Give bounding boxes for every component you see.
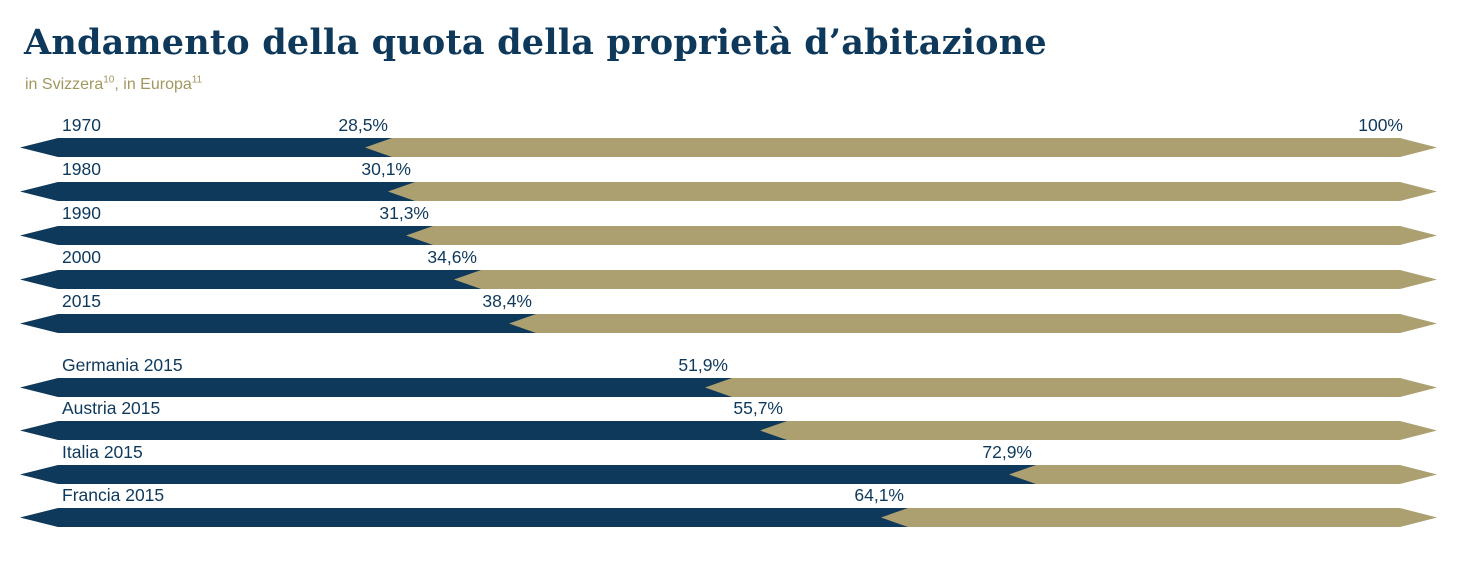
remainder-bar xyxy=(406,226,1437,245)
bar-value-label: 51,9% xyxy=(678,355,728,375)
bar-row-label: 1990 xyxy=(62,203,101,223)
bar-value-label: 28,5% xyxy=(338,115,388,135)
subtitle-text-2: , in Europa xyxy=(114,76,192,93)
bar-value-label: 55,7% xyxy=(733,398,783,418)
value-bar xyxy=(20,182,415,201)
value-bar xyxy=(20,270,481,289)
bar-value-label: 34,6% xyxy=(427,247,477,267)
bar-row: Austria 2015 55,7% xyxy=(20,398,1437,440)
value-bar xyxy=(20,314,536,333)
bar-row: 1980 30,1% xyxy=(20,159,1437,201)
bar-row-label: 1970 xyxy=(62,115,101,135)
value-bar xyxy=(20,508,908,527)
footnote-ref-11: 11 xyxy=(191,74,203,86)
value-bar xyxy=(20,378,732,397)
remainder-bar xyxy=(881,508,1437,527)
bar-row: 2000 34,6% xyxy=(20,247,1437,289)
remainder-bar xyxy=(705,378,1437,397)
remainder-bar xyxy=(509,314,1437,333)
remainder-bar xyxy=(388,182,1437,201)
footnote-ref-10: 10 xyxy=(103,74,115,86)
chart-title: Andamento della quota della proprietà d’… xyxy=(24,22,1047,63)
bar-row: Italia 2015 72,9% xyxy=(20,442,1437,484)
value-bar xyxy=(20,421,787,440)
bar-row: Germania 2015 51,9% xyxy=(20,355,1437,397)
bar-row-label: Germania 2015 xyxy=(62,355,183,375)
bar-row: Francia 2015 64,1% xyxy=(20,485,1437,527)
value-bar xyxy=(20,226,433,245)
remainder-bar xyxy=(760,421,1437,440)
value-bar xyxy=(20,465,1036,484)
remainder-bar xyxy=(454,270,1437,289)
bar-value-label: 38,4% xyxy=(482,291,532,311)
value-bar xyxy=(20,138,392,157)
bar-row-label: 1980 xyxy=(62,159,101,179)
bar-row: 1970 28,5% 100% xyxy=(20,115,1437,157)
bar-row-label: Italia 2015 xyxy=(62,442,143,462)
bar-row-label: Austria 2015 xyxy=(62,398,161,418)
bar-row: 2015 38,4% xyxy=(20,291,1437,333)
axis-max-label: 100% xyxy=(1358,115,1403,135)
bar-row: 1990 31,3% xyxy=(20,203,1437,245)
bar-row-label: 2000 xyxy=(62,247,101,267)
bar-value-label: 64,1% xyxy=(854,485,904,505)
remainder-bar xyxy=(1009,465,1437,484)
subtitle-text-1: in Svizzera xyxy=(25,76,104,93)
bar-row-label: Francia 2015 xyxy=(62,485,165,505)
chart-subtitle: in Svizzera10, in Europa11 xyxy=(25,74,203,94)
bar-row-label: 2015 xyxy=(62,291,101,311)
bar-value-label: 30,1% xyxy=(361,159,411,179)
bar-value-label: 31,3% xyxy=(379,203,429,223)
remainder-bar xyxy=(365,138,1437,157)
bar-value-label: 72,9% xyxy=(982,442,1032,462)
